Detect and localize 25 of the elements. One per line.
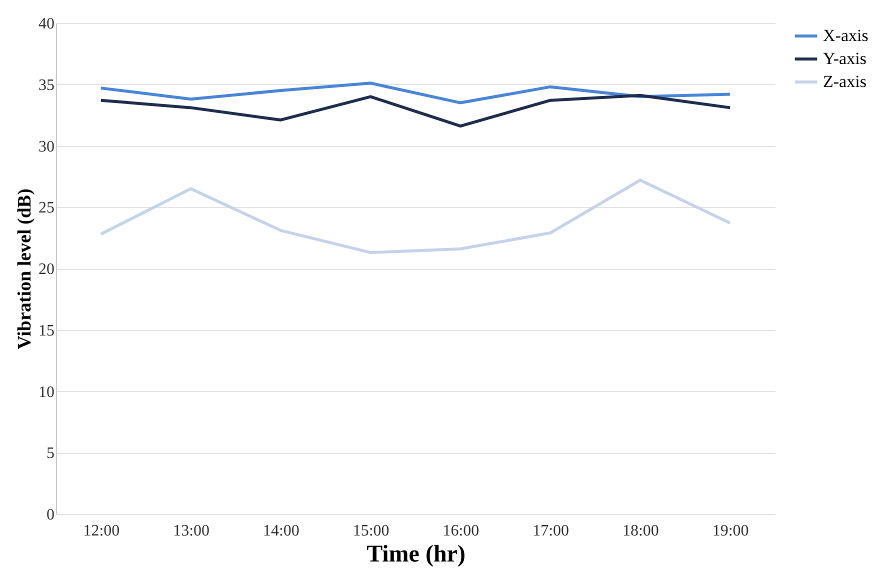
y-tick-label: 20	[38, 261, 54, 278]
line-series	[99, 94, 732, 128]
y-tick-label: 0	[46, 506, 54, 524]
legend-label: X-axis	[823, 26, 868, 45]
line-series	[99, 82, 732, 104]
x-axis-title: Time (hr)	[366, 542, 466, 568]
y-tick-label: 15	[38, 322, 54, 340]
x-tick-label: 15:00	[352, 522, 390, 540]
x-tick-label: 19:00	[712, 522, 749, 540]
legend-label: Z-axis	[823, 72, 866, 91]
y-axis-title: Vibration level (dB)	[14, 188, 36, 350]
legend-label: Y-axis	[823, 49, 866, 68]
x-tick-label: 18:00	[622, 522, 659, 540]
line-series	[99, 178, 732, 254]
x-tick-label: 17:00	[532, 522, 570, 540]
x-tick-label: 14:00	[262, 522, 300, 540]
x-tick-label: 16:00	[442, 522, 480, 540]
y-tick-label: 35	[38, 76, 54, 94]
y-tick-label: 10	[38, 384, 54, 401]
y-tick-label: 40	[38, 16, 54, 32]
x-tick-label: 13:00	[173, 522, 210, 540]
y-tick-label: 25	[38, 200, 54, 217]
y-tick-label: 5	[46, 445, 54, 462]
x-tick-label: 12:00	[83, 522, 120, 540]
y-tick-label: 30	[38, 138, 54, 156]
